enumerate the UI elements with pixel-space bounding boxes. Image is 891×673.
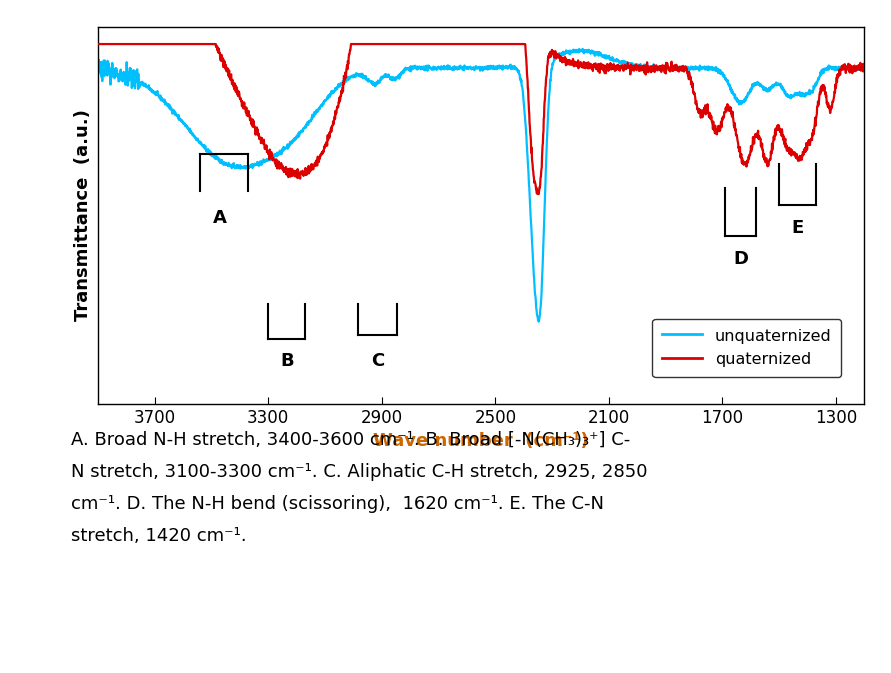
quaternized xyxy=(291,174,302,182)
unquaternized xyxy=(495,63,506,71)
unquaternized xyxy=(574,45,584,53)
Text: B: B xyxy=(280,353,293,370)
unquaternized xyxy=(291,131,302,139)
quaternized xyxy=(93,40,103,48)
Text: D: D xyxy=(733,250,748,268)
Legend: unquaternized, quaternized: unquaternized, quaternized xyxy=(652,318,841,377)
Line: unquaternized: unquaternized xyxy=(98,49,864,322)
unquaternized xyxy=(135,78,146,86)
quaternized xyxy=(609,63,620,71)
quaternized xyxy=(372,40,382,48)
Text: E: E xyxy=(791,219,804,237)
quaternized xyxy=(859,61,870,69)
Line: quaternized: quaternized xyxy=(98,44,864,194)
Text: A: A xyxy=(213,209,227,227)
unquaternized xyxy=(110,73,120,81)
unquaternized xyxy=(372,80,382,88)
quaternized xyxy=(495,40,506,48)
unquaternized xyxy=(859,63,870,71)
Y-axis label: Transmittance  (a.u.): Transmittance (a.u.) xyxy=(75,110,93,321)
unquaternized xyxy=(609,56,620,64)
X-axis label: Wave number  (cm⁻¹): Wave number (cm⁻¹) xyxy=(373,432,589,450)
Text: A. Broad N-H stretch, 3400-3600 cm⁻¹. B. Broad [-N(CH₃)₃⁺] C-
N stretch, 3100-33: A. Broad N-H stretch, 3400-3600 cm⁻¹. B.… xyxy=(71,431,648,544)
Text: C: C xyxy=(371,353,384,370)
unquaternized xyxy=(93,64,103,72)
unquaternized xyxy=(534,318,544,326)
quaternized xyxy=(135,40,146,48)
quaternized xyxy=(110,40,120,48)
quaternized xyxy=(534,190,544,199)
